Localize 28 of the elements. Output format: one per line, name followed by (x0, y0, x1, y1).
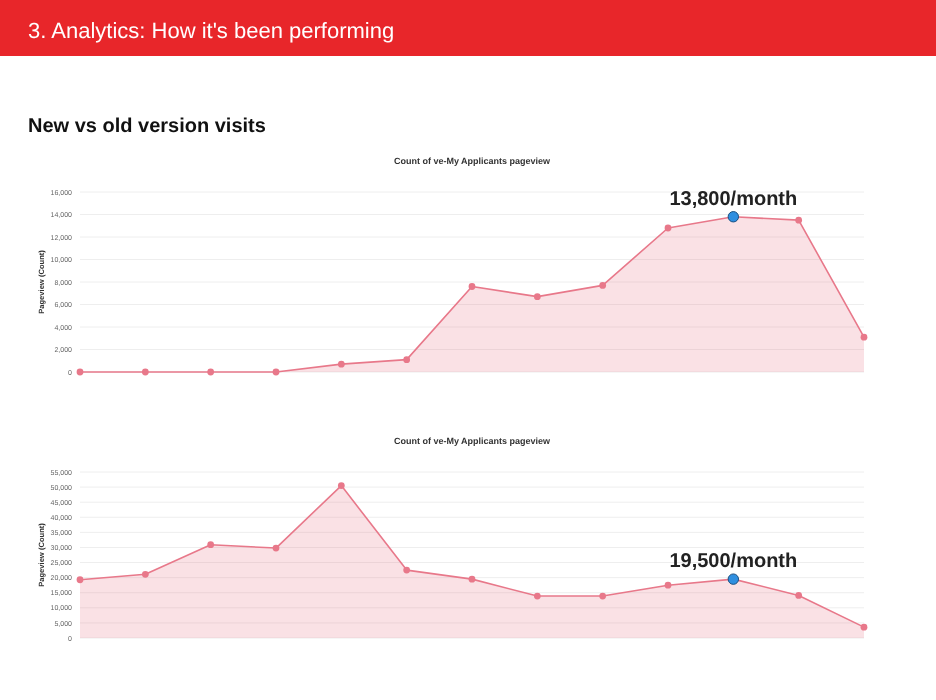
point (337, 360, 345, 368)
annotation: 13,800/month (669, 188, 798, 211)
point (664, 224, 672, 232)
annotation: 19,500/month (669, 551, 798, 574)
point (403, 356, 411, 363)
point (141, 570, 149, 578)
point (664, 581, 672, 589)
point (599, 592, 607, 600)
point (76, 576, 84, 584)
point (468, 575, 476, 583)
point (860, 333, 868, 341)
point (207, 368, 215, 376)
point (468, 283, 476, 290)
point (141, 368, 149, 376)
point (272, 368, 280, 376)
point (599, 282, 607, 289)
text: 3. Analytics: How it's been performing (28, 20, 395, 44)
point (533, 293, 541, 300)
point (403, 566, 411, 574)
point (795, 592, 803, 599)
point (533, 592, 541, 600)
point (76, 368, 84, 376)
point (860, 623, 868, 631)
text: New vs old version visits (28, 116, 267, 138)
point (272, 544, 280, 552)
point (207, 541, 215, 549)
point (795, 216, 803, 224)
point (337, 482, 345, 489)
